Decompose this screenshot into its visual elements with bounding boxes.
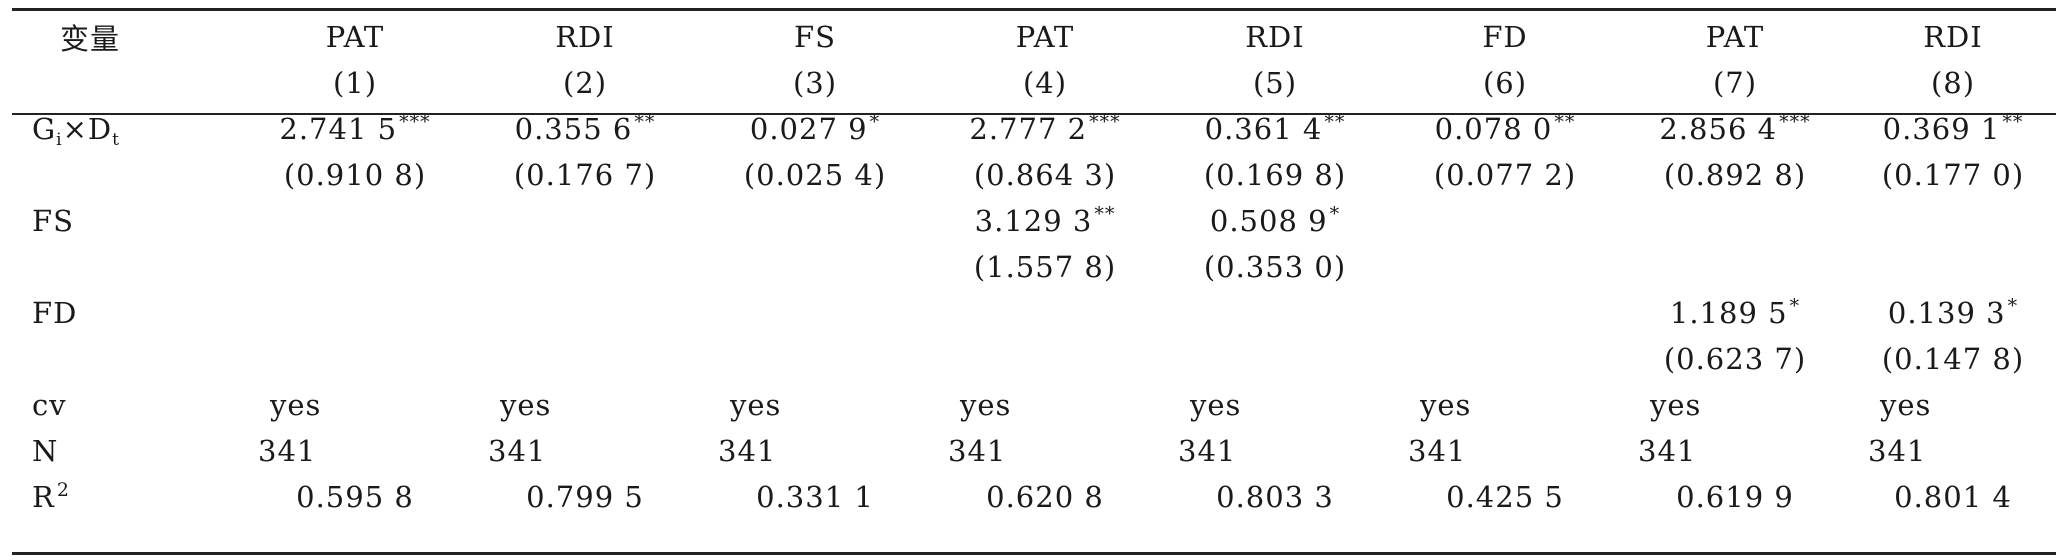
cv-cell: yes: [500, 388, 552, 422]
se-cell: (0.077 2): [1433, 158, 1577, 192]
r2-cell: 0.620 8: [986, 480, 1104, 514]
header-num-7: (7): [1712, 66, 1758, 100]
coef-cell: 0.508 9 *: [1209, 203, 1341, 238]
header-variable-label: 变量: [60, 22, 121, 56]
row-n: N 341 341 341 341 341 341 341 341: [12, 428, 2056, 474]
header-col-3: FS: [794, 20, 836, 54]
header-rule: [12, 113, 2056, 115]
regression-table: 变量 PAT RDI FS PAT RDI FD PAT RDI (1) (2)…: [12, 14, 2056, 520]
header-num-6: (6): [1482, 66, 1528, 100]
row-cv: cv yes yes yes yes yes yes yes yes: [12, 382, 2056, 428]
r2-cell: 0.331 1: [756, 480, 874, 514]
coef-cell: 0.355 6 **: [514, 111, 656, 146]
row-label-n: N: [32, 434, 59, 468]
se-cell: (0.025 4): [743, 158, 887, 192]
n-cell: 341: [1638, 434, 1697, 468]
row-fs-se: (1.557 8) (0.353 0): [12, 244, 2056, 290]
row-fd-se: (0.623 7) (0.147 8): [12, 336, 2056, 382]
r2-cell: 0.595 8: [296, 480, 414, 514]
se-cell: (0.353 0): [1203, 250, 1347, 284]
header-col-6: FD: [1482, 20, 1528, 54]
r2-cell: 0.425 5: [1446, 480, 1564, 514]
bottom-rule: [12, 552, 2056, 555]
top-rule: [12, 8, 2056, 11]
r2-cell: 0.799 5: [526, 480, 644, 514]
cv-cell: yes: [1420, 388, 1472, 422]
coef-cell: 0.078 0 **: [1434, 111, 1576, 146]
row-label-cv: cv: [32, 388, 67, 422]
coef-cell: 3.129 3 **: [974, 203, 1116, 238]
se-cell: (0.147 8): [1881, 342, 2025, 376]
se-cell: (0.892 8): [1663, 158, 1807, 192]
header-num-3: (3): [792, 66, 838, 100]
header-num-4: (4): [1022, 66, 1068, 100]
r2-cell: 0.619 9: [1676, 480, 1794, 514]
cv-cell: yes: [270, 388, 322, 422]
coef-cell: 0.361 4 **: [1204, 111, 1346, 146]
cv-cell: yes: [1190, 388, 1242, 422]
header-col-1: PAT: [325, 20, 385, 54]
row-fd-coef: FD 1.189 5 * 0.139 3 *: [12, 290, 2056, 336]
cv-cell: yes: [1650, 388, 1702, 422]
header-col-8: RDI: [1923, 20, 1983, 54]
row-label-gxd: Gi×Dt: [32, 112, 121, 150]
header-row-numbers: (1) (2) (3) (4) (5) (6) (7) (8): [12, 60, 2056, 106]
n-cell: 341: [488, 434, 547, 468]
header-col-7: PAT: [1705, 20, 1765, 54]
se-cell: (0.623 7): [1663, 342, 1807, 376]
header-row-names: 变量 PAT RDI FS PAT RDI FD PAT RDI: [12, 14, 2056, 60]
se-cell: (0.176 7): [513, 158, 657, 192]
r2-cell: 0.801 4: [1894, 480, 2012, 514]
coef-cell: 2.741 5 ***: [279, 111, 431, 146]
se-cell: (0.169 8): [1203, 158, 1347, 192]
header-num-8: (8): [1930, 66, 1976, 100]
coef-cell: 2.856 4 ***: [1659, 111, 1811, 146]
n-cell: 341: [948, 434, 1007, 468]
header-num-1: (1): [332, 66, 378, 100]
cv-cell: yes: [730, 388, 782, 422]
cv-cell: yes: [1880, 388, 1932, 422]
n-cell: 341: [258, 434, 317, 468]
header-col-4: PAT: [1015, 20, 1075, 54]
n-cell: 341: [1178, 434, 1237, 468]
n-cell: 341: [1868, 434, 1927, 468]
row-fs-coef: FS 3.129 3 ** 0.508 9 *: [12, 198, 2056, 244]
header-col-5: RDI: [1245, 20, 1305, 54]
header-num-5: (5): [1252, 66, 1298, 100]
cv-cell: yes: [960, 388, 1012, 422]
row-label-fd: FD: [32, 296, 78, 330]
row-gxd-coef: Gi×Dt 2.741 5 *** 0.355 6 ** 0.027 9 * 2.77…: [12, 106, 2056, 152]
header-num-2: (2): [562, 66, 608, 100]
se-cell: (0.177 0): [1881, 158, 2025, 192]
coef-cell: 0.027 9 *: [749, 111, 881, 146]
coef-cell: 0.139 3 *: [1887, 295, 2019, 330]
se-cell: (1.557 8): [973, 250, 1117, 284]
row-label-fs: FS: [32, 204, 74, 238]
n-cell: 341: [1408, 434, 1467, 468]
coef-cell: 0.369 1 **: [1882, 111, 2024, 146]
se-cell: (0.864 3): [973, 158, 1117, 192]
se-cell: (0.910 8): [283, 158, 427, 192]
coef-cell: 1.189 5 *: [1669, 295, 1801, 330]
n-cell: 341: [718, 434, 777, 468]
header-col-2: RDI: [555, 20, 615, 54]
r2-cell: 0.803 3: [1216, 480, 1334, 514]
row-gxd-se: (0.910 8) (0.176 7) (0.025 4) (0.864 3) …: [12, 152, 2056, 198]
coef-cell: 2.777 2 ***: [969, 111, 1121, 146]
